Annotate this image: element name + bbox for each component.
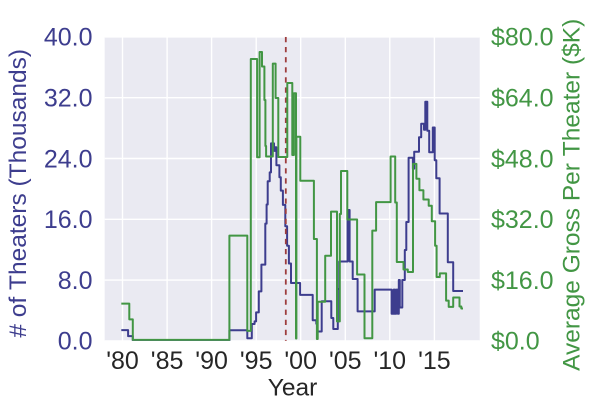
svg-text:'00: '00 <box>284 347 317 375</box>
svg-text:'10: '10 <box>374 347 407 375</box>
svg-text:Average Gross Per Theater ($K): Average Gross Per Theater ($K) <box>559 19 586 371</box>
svg-text:8.0: 8.0 <box>58 267 93 295</box>
svg-text:16.0: 16.0 <box>44 206 93 234</box>
svg-text:Year: Year <box>268 375 318 402</box>
svg-text:# of Theaters (Thousands): # of Theaters (Thousands) <box>5 49 32 338</box>
svg-text:$0.0: $0.0 <box>491 328 540 356</box>
svg-text:40.0: 40.0 <box>44 24 93 52</box>
svg-text:0.0: 0.0 <box>58 328 93 356</box>
svg-text:$80.0: $80.0 <box>491 24 554 52</box>
svg-text:'95: '95 <box>240 347 273 375</box>
svg-text:$16.0: $16.0 <box>491 267 554 295</box>
svg-text:32.0: 32.0 <box>44 85 93 113</box>
svg-text:$64.0: $64.0 <box>491 85 554 113</box>
svg-text:'05: '05 <box>329 347 362 375</box>
svg-text:$32.0: $32.0 <box>491 206 554 234</box>
svg-text:'15: '15 <box>418 347 451 375</box>
svg-text:24.0: 24.0 <box>44 145 93 173</box>
svg-text:'80: '80 <box>106 347 139 375</box>
svg-text:$48.0: $48.0 <box>491 145 554 173</box>
svg-text:'85: '85 <box>151 347 184 375</box>
svg-text:'90: '90 <box>195 347 228 375</box>
